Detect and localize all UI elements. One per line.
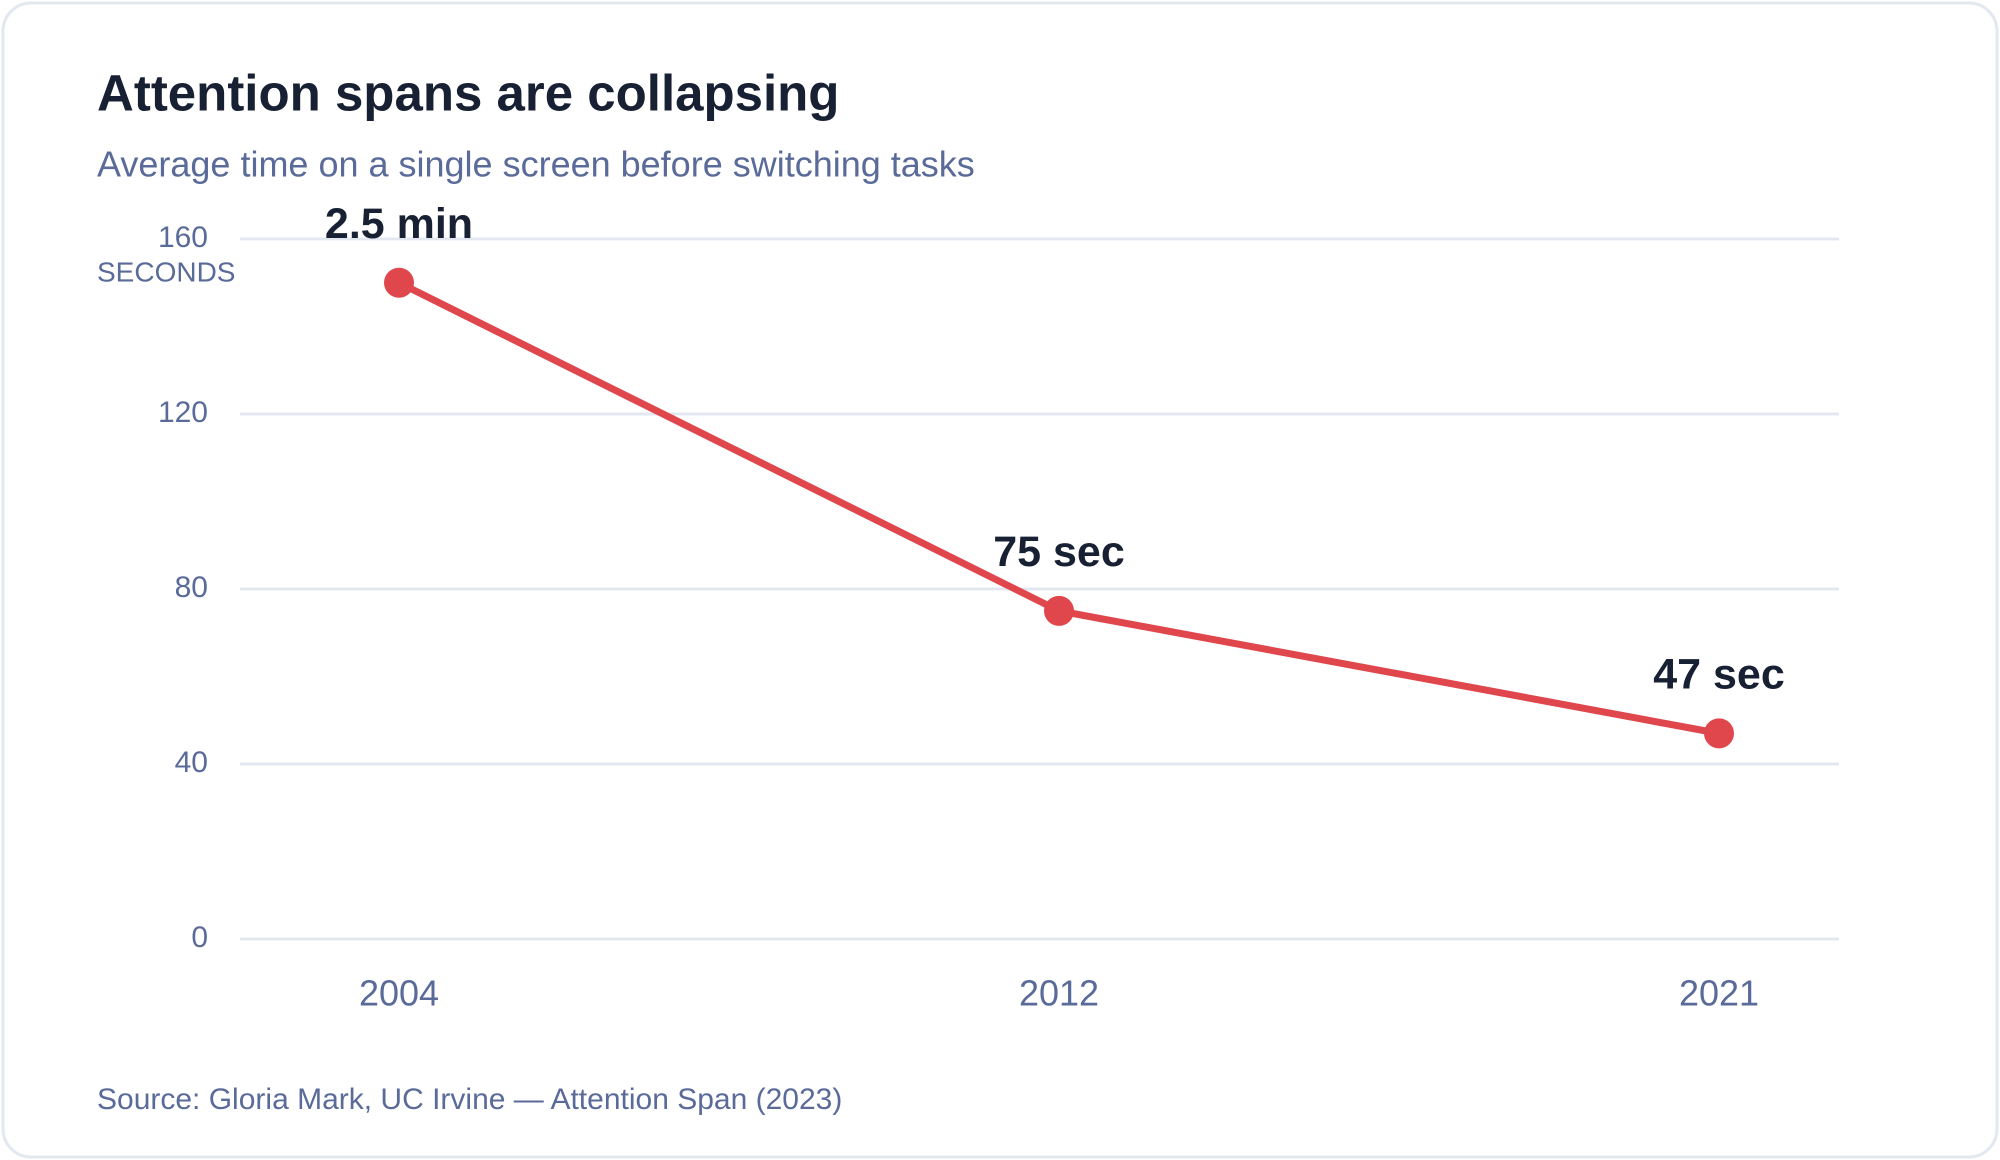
x-tick-label: 2012 (1019, 973, 1099, 1014)
chart-title: Attention spans are collapsing (97, 64, 839, 121)
y-tick-label: 160 (158, 221, 208, 254)
data-label: 2.5 min (325, 200, 473, 248)
data-label: 75 sec (993, 528, 1125, 576)
point (1044, 595, 1074, 626)
point (1704, 718, 1734, 749)
y-tick-label: 40 (175, 746, 208, 779)
y-tick-label: 80 (175, 571, 208, 604)
source-note: Source: Gloria Mark, UC Irvine — Attenti… (97, 1083, 842, 1116)
chart-subtitle: Average time on a single screen before s… (97, 144, 975, 185)
x-tick-label: 2021 (1679, 973, 1759, 1014)
data-label: 47 sec (1653, 651, 1785, 699)
y-axis-label: SECONDS (97, 256, 235, 287)
y-tick-label: 0 (191, 921, 208, 954)
point (384, 267, 414, 298)
y-tick-label: 120 (158, 396, 208, 429)
x-tick-label: 2004 (359, 973, 439, 1014)
